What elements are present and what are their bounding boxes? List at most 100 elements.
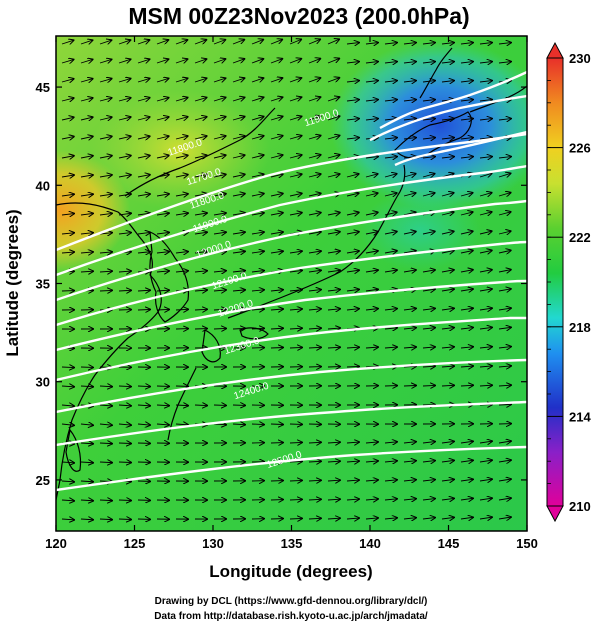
wind-arrow	[479, 81, 492, 82]
wind-arrow	[213, 213, 226, 215]
wind-arrow	[403, 62, 416, 63]
wind-arrow	[422, 81, 435, 82]
lon-tick-label: 150	[516, 536, 538, 551]
wind-arrow	[194, 175, 207, 177]
wind-arrow	[80, 233, 93, 234]
wind-arrow	[289, 480, 302, 481]
wind-arrow	[498, 441, 511, 443]
wind-arrow	[327, 39, 339, 45]
wind-arrow	[403, 174, 416, 177]
wind-arrow	[175, 155, 188, 158]
wind-arrow	[460, 251, 473, 253]
wind-arrow	[498, 212, 511, 215]
wind-arrow	[156, 117, 169, 120]
wind-arrow	[479, 62, 492, 63]
wind-arrow	[118, 271, 131, 272]
wind-arrow	[308, 347, 321, 348]
wind-arrow	[118, 213, 131, 215]
wind-arrow	[441, 270, 454, 272]
wind-arrow	[308, 78, 320, 83]
wind-arrow	[422, 119, 435, 120]
wind-arrow	[308, 97, 320, 101]
wind-arrow	[327, 232, 340, 234]
wind-arrow	[251, 78, 263, 82]
latitude-ticks: 25 30 35 40 45	[36, 80, 527, 488]
wind-arrow	[61, 424, 74, 425]
wind-arrow	[479, 479, 492, 481]
wind-arrow	[460, 517, 473, 519]
wind-arrow	[118, 424, 131, 425]
wind-arrow	[156, 136, 169, 139]
wind-arrow	[422, 62, 435, 63]
wind-arrow	[289, 174, 302, 177]
wind-arrow	[175, 194, 188, 196]
wind-arrow	[289, 213, 302, 215]
wind-arrow	[384, 309, 397, 310]
wind-arrow	[327, 518, 340, 519]
wind-arrow	[308, 290, 321, 291]
wind-arrow	[441, 289, 454, 291]
colorbar-label: 214	[569, 409, 591, 424]
wind-arrow	[460, 347, 473, 348]
wind-arrow	[251, 213, 264, 215]
colorbar-label: 218	[569, 320, 591, 335]
wind-arrow	[194, 252, 207, 253]
wind-arrow	[137, 155, 150, 158]
wind-arrow	[460, 479, 473, 481]
wind-arrow	[194, 309, 207, 310]
wind-arrow	[156, 155, 169, 158]
contour-9	[56, 445, 527, 492]
wind-arrow	[384, 270, 397, 272]
wind-arrow	[137, 386, 150, 387]
wind-arrow	[403, 347, 416, 348]
wind-arrow	[384, 232, 397, 234]
wind-arrow	[308, 116, 320, 120]
wind-arrow	[422, 461, 435, 462]
wind-arrow	[346, 174, 359, 177]
wind-arrow	[270, 290, 283, 291]
wind-arrow	[61, 156, 74, 158]
wind-arrow	[479, 327, 492, 329]
contour-6	[56, 316, 527, 382]
wind-arrow	[270, 155, 283, 158]
wind-arrow	[194, 136, 207, 139]
wind-arrow	[422, 138, 435, 139]
wind-arrow	[137, 59, 149, 63]
wind-arrow	[441, 347, 454, 348]
wind-arrow	[327, 461, 340, 462]
wind-arrow	[479, 270, 492, 272]
wind-arrow	[460, 231, 473, 234]
wind-arrow	[479, 193, 492, 196]
wind-arrow	[308, 39, 320, 45]
wind-arrow	[194, 232, 207, 234]
wind-arrow	[441, 498, 454, 500]
wind-arrow	[251, 155, 264, 158]
wind-arrow	[194, 78, 206, 82]
colorbar-label: 222	[569, 230, 591, 245]
wind-arrow	[61, 194, 74, 196]
wind-arrow	[384, 518, 397, 519]
wind-arrow	[422, 442, 435, 443]
wind-arrow	[118, 156, 131, 158]
wind-arrow	[232, 290, 245, 291]
wind-arrow	[441, 517, 454, 519]
wind-arrow	[384, 480, 397, 481]
wind-arrow	[327, 213, 340, 215]
wind-arrow	[346, 461, 359, 462]
wind-arrow	[384, 119, 397, 120]
wind-arrow	[156, 309, 169, 310]
wind-arrow	[99, 500, 112, 501]
wind-arrow	[422, 480, 435, 481]
wind-arrow	[289, 136, 302, 139]
colorbar-max-triangle	[546, 41, 564, 59]
wind-arrow	[365, 174, 378, 177]
wind-arrow	[479, 385, 492, 386]
wind-arrow	[289, 116, 301, 120]
wind-arrow	[403, 461, 416, 462]
wind-arrow	[498, 498, 511, 500]
wind-arrow	[422, 385, 435, 386]
wind-arrow	[460, 460, 473, 462]
coast-korea	[149, 231, 190, 323]
wind-arrow	[232, 213, 245, 215]
